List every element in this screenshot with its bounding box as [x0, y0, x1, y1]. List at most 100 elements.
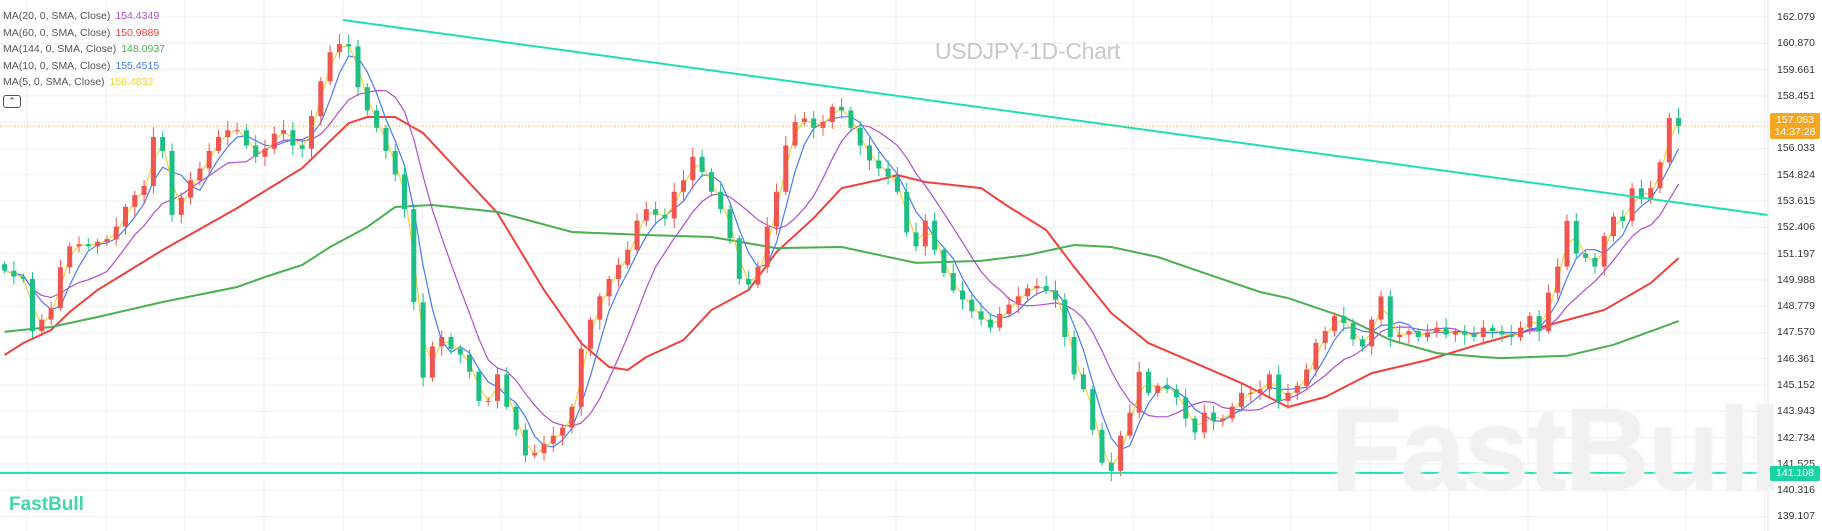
- candle-body: [11, 270, 17, 277]
- candle-body: [123, 206, 128, 227]
- price-tick-label: 149.988: [1777, 273, 1815, 286]
- candle-body: [1025, 288, 1031, 297]
- candle: [578, 339, 584, 416]
- candle: [262, 139, 268, 166]
- candle-body: [290, 130, 296, 146]
- candle: [1239, 382, 1244, 412]
- candle: [569, 403, 575, 434]
- candle-body: [522, 429, 528, 456]
- candle: [718, 183, 724, 214]
- candle-body: [1071, 336, 1077, 375]
- candle-body: [588, 319, 593, 349]
- legend-ma60[interactable]: MA(60, 0, SMA, Close) 150.9889: [3, 25, 165, 42]
- candle: [1452, 328, 1458, 342]
- candle: [885, 160, 891, 185]
- candle-body: [1183, 397, 1189, 419]
- candle: [597, 293, 603, 330]
- candle: [1332, 312, 1337, 337]
- legend-ma5[interactable]: MA(5, 0, SMA, Close) 156.4832: [3, 74, 165, 91]
- candle: [848, 106, 854, 133]
- candle: [1583, 250, 1589, 263]
- candle-body: [383, 127, 389, 151]
- bar-countdown: 14:37:28: [1774, 126, 1816, 138]
- candle-body: [1378, 296, 1384, 320]
- candle-body: [485, 400, 491, 402]
- candle-body: [1304, 369, 1310, 386]
- candle: [1443, 318, 1449, 339]
- candle: [123, 204, 128, 235]
- candle: [1629, 182, 1635, 227]
- candle: [1397, 325, 1403, 345]
- candle-body: [1499, 331, 1505, 335]
- candle: [318, 77, 324, 125]
- candle-body: [1332, 316, 1337, 332]
- candle-body: [504, 374, 510, 407]
- legend-collapse-button[interactable]: ⌃: [3, 95, 21, 108]
- candle: [336, 34, 342, 58]
- candle: [76, 236, 82, 253]
- candle: [225, 121, 231, 146]
- candle-body: [1341, 316, 1347, 324]
- candle-body: [439, 336, 445, 347]
- candle-body: [141, 185, 147, 196]
- candle: [1611, 212, 1616, 242]
- candle-body: [1397, 334, 1403, 337]
- price-tick-label: 154.824: [1777, 168, 1815, 181]
- candle-body: [1220, 418, 1226, 421]
- legend-label: MA(5, 0, SMA, Close): [3, 76, 105, 88]
- candle-body: [792, 121, 798, 146]
- candle-body: [653, 209, 659, 215]
- candle: [625, 241, 631, 269]
- candle: [1666, 112, 1672, 166]
- candle-body: [615, 264, 621, 279]
- candle-body: [1611, 216, 1616, 237]
- candle-body: [922, 220, 928, 247]
- candle-body: [1462, 331, 1468, 335]
- price-tick-label: 160.870: [1777, 37, 1815, 50]
- candle: [876, 151, 882, 177]
- candle: [1425, 324, 1430, 342]
- candle: [1592, 253, 1598, 274]
- candle-body: [243, 130, 249, 146]
- price-tick-label: 148.779: [1777, 300, 1815, 313]
- candle: [1527, 312, 1533, 335]
- candle-body: [950, 273, 956, 291]
- candle: [1508, 324, 1514, 346]
- drawings: [0, 19, 1769, 474]
- candle: [374, 104, 380, 133]
- candle-body: [197, 168, 203, 181]
- candle: [699, 149, 705, 178]
- candle-body: [1666, 118, 1672, 163]
- candle: [1164, 377, 1170, 394]
- candle: [867, 137, 872, 170]
- candle-body: [1173, 389, 1179, 398]
- legend-ma10[interactable]: MA(10, 0, SMA, Close) 155.4515: [3, 58, 165, 75]
- candle-body: [885, 168, 891, 177]
- legend-ma20[interactable]: MA(20, 0, SMA, Close) 154.4349: [3, 8, 165, 25]
- candle-body: [1053, 290, 1058, 300]
- candle: [1518, 321, 1523, 342]
- candle: [727, 205, 733, 245]
- candle: [941, 246, 947, 278]
- candle-body: [894, 176, 900, 192]
- candle: [1062, 293, 1068, 347]
- candle: [1620, 210, 1626, 229]
- candle-body: [85, 244, 91, 247]
- candle: [932, 212, 938, 256]
- legend-ma144[interactable]: MA(144, 0, SMA, Close) 148.0937: [3, 41, 165, 58]
- candle: [1266, 370, 1272, 398]
- candle: [960, 281, 965, 310]
- candle: [1211, 405, 1217, 431]
- candle-body: [1155, 385, 1161, 393]
- candle: [969, 293, 975, 319]
- candle: [20, 273, 26, 283]
- candle-body: [569, 406, 575, 428]
- candle-body: [1164, 385, 1170, 390]
- candle: [467, 349, 473, 379]
- price-tick-label: 153.615: [1777, 195, 1815, 207]
- candle: [485, 396, 491, 406]
- candle-body: [355, 46, 361, 88]
- candle-body: [513, 406, 519, 430]
- candle: [346, 34, 352, 56]
